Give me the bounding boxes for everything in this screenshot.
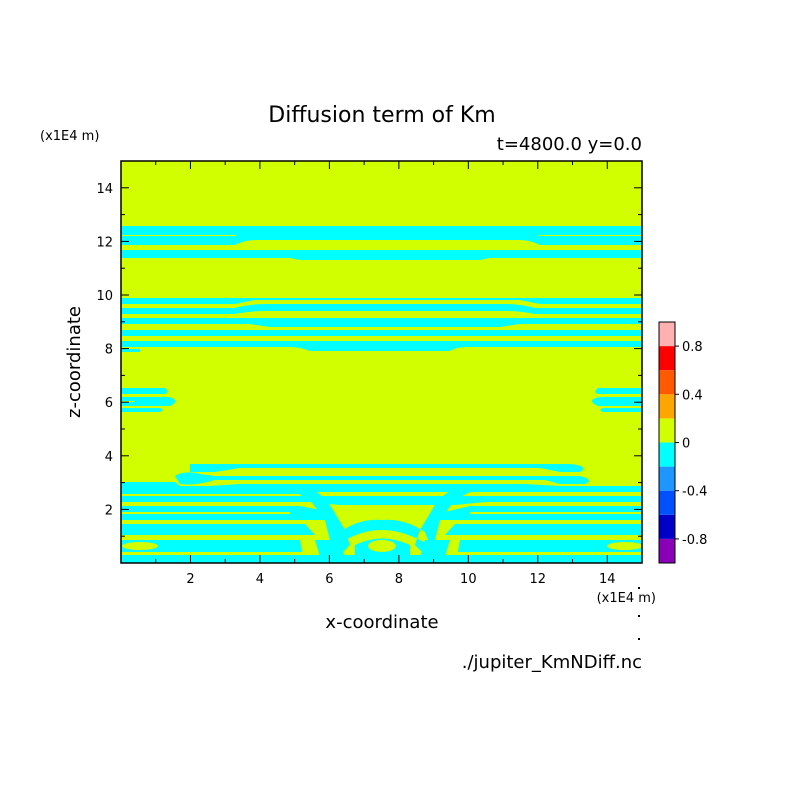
colorbar-label: 0.4	[682, 388, 703, 403]
colorbar-swatch	[659, 322, 675, 347]
colorbar: -0.8 -0.4 0 0.4 0.8	[658, 321, 707, 564]
y-tick-label: 4	[105, 450, 113, 465]
colorbar-label: 0.8	[682, 340, 703, 355]
stray-dots	[638, 587, 640, 640]
y-tick-label: 2	[105, 503, 113, 518]
colorbar-swatch	[659, 394, 675, 419]
y-tick-label: 14	[96, 182, 113, 197]
colorbar-label: 0	[682, 437, 690, 452]
contour-blob	[368, 540, 396, 552]
colorbar-swatch	[659, 538, 675, 563]
y-axis-label: z-coordinate	[64, 306, 85, 418]
x-tick-label: 2	[186, 572, 194, 587]
y-tick-label: 10	[96, 289, 113, 304]
colorbar-swatch	[659, 370, 675, 395]
x-tick-label: 8	[395, 572, 403, 587]
colorbar-swatch	[659, 466, 675, 491]
y-tick-label: 6	[105, 396, 113, 411]
y-axis: 2 4 6 8 10 12 14	[96, 182, 642, 537]
colorbar-label: -0.4	[682, 485, 707, 500]
source-file-label: ./jupiter_KmNDiff.nc	[462, 652, 642, 673]
contour-fill	[121, 226, 642, 563]
colorbar-swatch	[659, 514, 675, 539]
y-unit-label: (x1E4 m)	[40, 129, 99, 144]
x-unit-label: (x1E4 m)	[597, 591, 656, 606]
x-tick-label: 6	[325, 572, 333, 587]
plot-frame	[120, 160, 643, 564]
contour-blob	[607, 542, 642, 550]
colorbar-swatch	[659, 490, 675, 515]
x-tick-label: 4	[256, 572, 264, 587]
y-tick-label: 12	[96, 235, 113, 250]
chart-title: Diffusion term of Km	[268, 103, 495, 128]
contour-band	[295, 486, 470, 563]
plot-area	[120, 160, 643, 564]
chart-subtitle: t=4800.0 y=0.0	[497, 134, 642, 155]
colorbar-swatch	[659, 442, 675, 467]
contour-band	[121, 226, 642, 260]
x-tick-label: 12	[530, 572, 547, 587]
x-axis-label: x-coordinate	[325, 612, 438, 633]
x-tick-label: 14	[599, 572, 616, 587]
x-tick-label: 10	[460, 572, 477, 587]
colorbar-swatch	[659, 418, 675, 443]
colorbar-swatch	[659, 346, 675, 371]
x-axis: 2 4 6 8 10 12 14	[155, 161, 616, 587]
y-tick-label: 8	[105, 343, 113, 358]
contour-band	[121, 298, 642, 352]
contour-blob	[122, 542, 158, 550]
contour-band	[121, 464, 642, 563]
colorbar-label: -0.8	[682, 533, 707, 548]
